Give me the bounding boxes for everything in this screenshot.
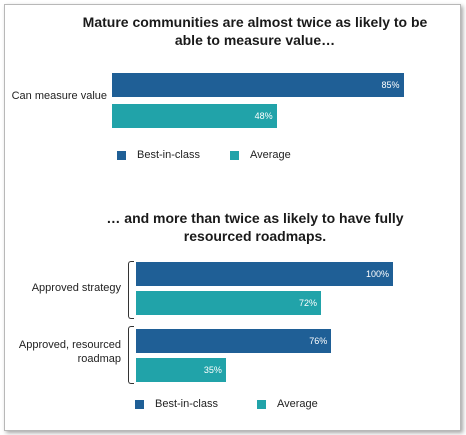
bar-value-label: 35%	[203, 365, 222, 375]
bar-value-label: 100%	[365, 269, 389, 279]
legend-label: Best-in-class	[137, 149, 200, 161]
bar-approved-strategy-best-in-class: 100%	[136, 262, 393, 286]
bar-value-label: 76%	[309, 336, 328, 346]
bar-can-measure-value-average: 48%	[112, 104, 277, 128]
bar-approved-roadmap-best-in-class: 76%	[136, 329, 332, 353]
bar-value-label: 48%	[254, 111, 273, 121]
bar-value-label: 72%	[299, 298, 318, 308]
chart-card: Mature communities are almost twice as l…	[4, 4, 461, 431]
chart-2-title: … and more than twice as likely to have …	[106, 210, 404, 244]
group-bracket	[128, 261, 134, 319]
legend-swatch-average	[230, 151, 239, 160]
category-label-can-measure-value: Can measure value	[11, 90, 107, 102]
group-bracket	[128, 326, 134, 384]
category-label-approved-resourced-roadmap: Approved, resourced roadmap	[18, 339, 121, 365]
bar-value-label: 85%	[381, 80, 400, 90]
bar-can-measure-value-best-in-class: 85%	[112, 73, 404, 97]
chart-1-title: Mature communities are almost twice as l…	[82, 14, 428, 48]
bar-approved-roadmap-average: 35%	[136, 358, 226, 382]
legend-label: Best-in-class	[155, 398, 218, 410]
bar-approved-strategy-average: 72%	[136, 291, 322, 315]
legend-swatch-average	[257, 400, 266, 409]
legend-swatch-best-in-class	[117, 151, 126, 160]
category-label-approved-strategy: Approved strategy	[31, 282, 121, 294]
legend-swatch-best-in-class	[135, 400, 144, 409]
legend-label: Average	[277, 398, 318, 410]
legend-label: Average	[250, 149, 291, 161]
